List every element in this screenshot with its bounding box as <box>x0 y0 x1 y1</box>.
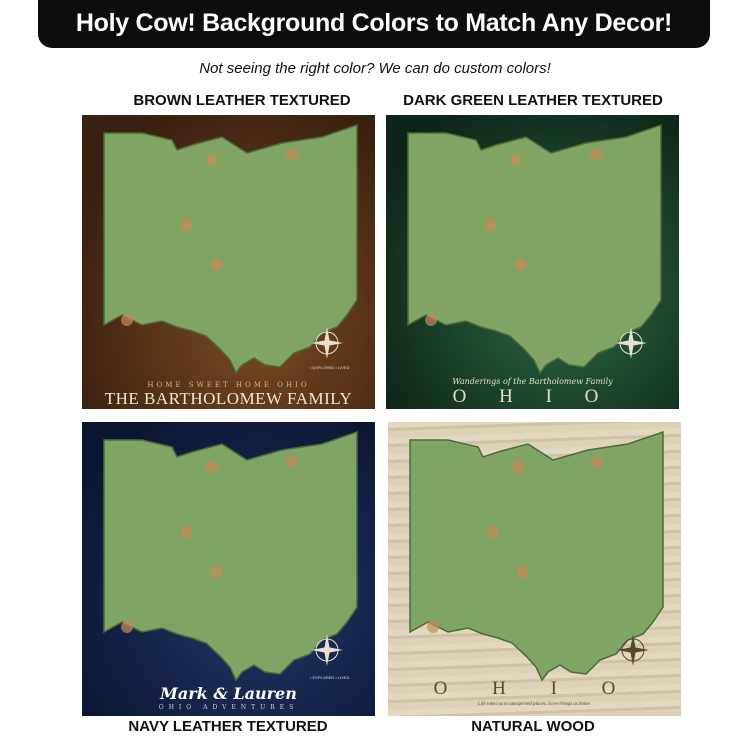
city-area <box>206 461 218 473</box>
compass-rose-icon <box>617 634 649 666</box>
caption-line1: Wanderings of the Bartholomew Family <box>452 377 613 386</box>
city-area <box>286 149 298 161</box>
map-legend: • EXPLORED • LIVED <box>310 365 350 370</box>
caption-line2: OHIO ADVENTURES <box>158 704 299 711</box>
panel-navy-leather: Mark & Lauren OHIO ADVENTURES • EXPLORED… <box>82 422 375 716</box>
subtitle: Not seeing the right color? We can do cu… <box>199 60 551 77</box>
caption-line1: HOME SWEET HOME OHIO <box>147 381 310 389</box>
city-area <box>487 526 499 538</box>
panel-dark-green-leather: Wanderings of the Bartholomew Family O H… <box>386 115 679 409</box>
city-area <box>510 154 522 166</box>
label-green: DARK GREEN LEATHER TEXTURED <box>403 92 663 109</box>
caption-title: Mark & Lauren <box>160 684 297 703</box>
city-area <box>181 526 193 538</box>
city-area <box>512 461 524 473</box>
ohio-state-shape <box>103 430 358 682</box>
city-area <box>427 621 439 633</box>
headline-banner: Holy Cow! Background Colors to Match Any… <box>38 0 710 48</box>
label-wood: NATURAL WOOD <box>471 718 595 735</box>
label-navy: NAVY LEATHER TEXTURED <box>128 718 328 735</box>
city-area <box>485 219 497 231</box>
label-brown: BROWN LEATHER TEXTURED <box>133 92 351 109</box>
city-area <box>206 154 218 166</box>
caption-title: THE BARTHOLOMEW FAMILY <box>104 389 353 408</box>
compass-rose-icon <box>311 634 343 666</box>
city-area <box>181 219 193 231</box>
city-area <box>517 566 529 578</box>
panel-brown-leather: HOME SWEET HOME OHIO THE BARTHOLOMEW FAM… <box>82 115 375 409</box>
city-area <box>590 149 602 161</box>
ohio-map <box>103 430 358 682</box>
compass-rose-icon <box>311 327 343 359</box>
city-area <box>286 456 298 468</box>
caption-title: O H I O <box>433 678 636 699</box>
map-legend: • EXPLORED • LIVED <box>310 675 350 680</box>
ohio-map <box>103 123 358 375</box>
ohio-state-shape <box>103 123 358 375</box>
ohio-state-shape <box>409 430 664 682</box>
caption-line2: Life takes us to unexpected places. Love… <box>477 702 592 707</box>
panel-natural-wood: O H I O Life takes us to unexpected plac… <box>388 422 681 716</box>
city-area <box>121 314 133 326</box>
city-area <box>211 259 223 271</box>
ohio-map <box>409 430 664 682</box>
ohio-map <box>407 123 662 375</box>
caption-title: O H I O <box>452 386 613 407</box>
city-area <box>121 621 133 633</box>
city-area <box>592 456 604 468</box>
compass-rose-icon <box>615 327 647 359</box>
city-area <box>425 314 437 326</box>
city-area <box>515 259 527 271</box>
city-area <box>211 566 223 578</box>
ohio-state-shape <box>407 123 662 375</box>
